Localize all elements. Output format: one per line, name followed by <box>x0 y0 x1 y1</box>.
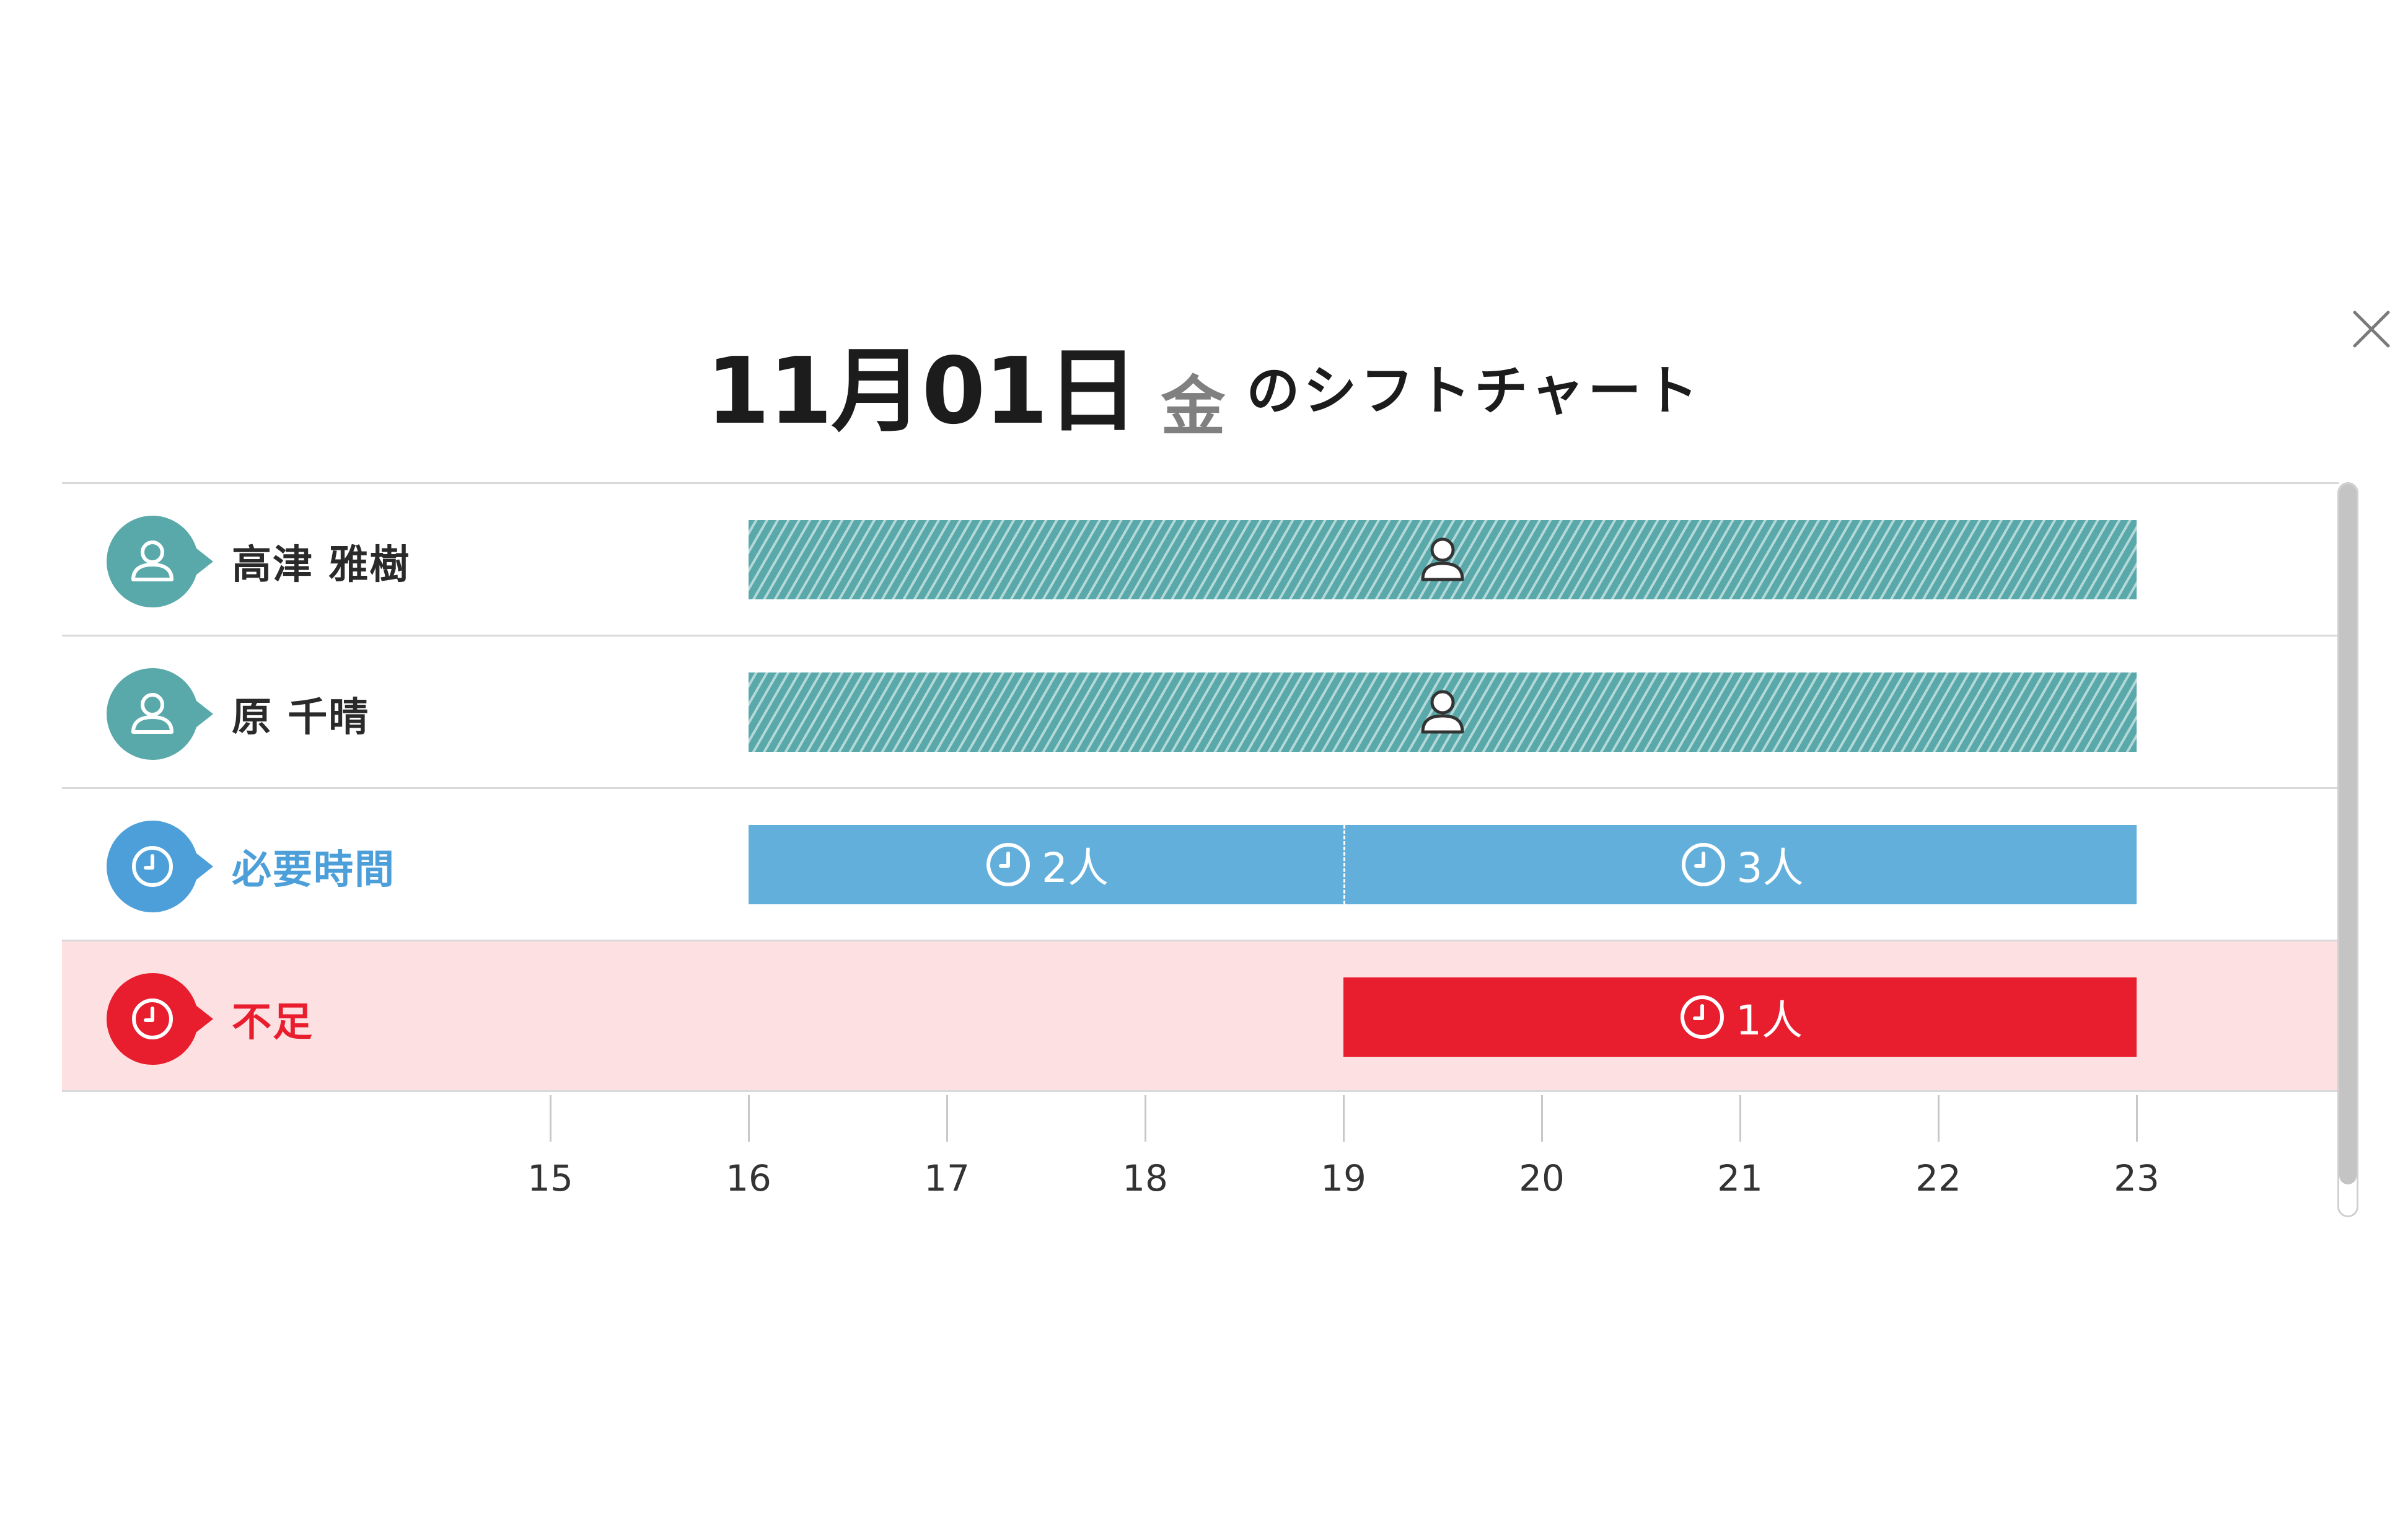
staff-name: 高津 雅樹 <box>232 542 411 588</box>
axis-tick <box>2136 1095 2138 1142</box>
axis-tick <box>1739 1095 1741 1142</box>
avatar <box>107 668 213 760</box>
axis-tick-label: 18 <box>1122 1157 1168 1199</box>
clock-icon <box>1681 995 1724 1039</box>
shortage-text: 不足 <box>232 1000 314 1046</box>
required-bar[interactable]: 2人 <box>749 825 1343 904</box>
axis-tick-label: 22 <box>1915 1157 1961 1199</box>
close-button[interactable] <box>2346 304 2397 355</box>
staff-row: 原 千晴 <box>62 635 2339 787</box>
required-count-label: 3人 <box>1736 844 1804 892</box>
required-count-label: 2人 <box>1042 844 1109 892</box>
shortage-label: 不足 <box>107 972 314 1065</box>
shortage-count: 1人 <box>1677 987 1803 1047</box>
axis-tick <box>1938 1095 1940 1142</box>
dialog-title: 11月01日 金 のシフトチャート <box>0 316 2408 444</box>
vertical-scrollbar[interactable] <box>2337 482 2358 1217</box>
clock-icon <box>986 843 1030 886</box>
shift-chart: 高津 雅樹 原 千晴 <box>62 482 2339 1199</box>
required-bar[interactable]: 3人 <box>1343 825 2137 904</box>
shift-bar[interactable] <box>749 520 2137 599</box>
axis-tick <box>946 1095 948 1142</box>
shift-bar[interactable] <box>749 672 2137 752</box>
avatar <box>107 821 213 912</box>
shortage-row: 不足 1人 <box>62 940 2339 1092</box>
required-time-label: 必要時間 <box>107 820 395 913</box>
avatar <box>107 973 213 1065</box>
axis-tick-label: 21 <box>1717 1157 1763 1199</box>
clock-icon <box>132 846 173 887</box>
scrollbar-thumb[interactable] <box>2339 484 2357 1184</box>
clock-icon <box>1681 843 1725 886</box>
title-weekday: 金 <box>1161 369 1226 444</box>
shortage-bar[interactable]: 1人 <box>1343 977 2137 1057</box>
axis-tick-label: 17 <box>924 1157 970 1199</box>
avatar <box>107 516 213 607</box>
close-icon <box>2353 311 2390 348</box>
axis-tick-label: 16 <box>726 1157 771 1199</box>
time-axis: 15 16 17 18 19 20 21 22 23 <box>62 1095 2339 1219</box>
title-suffix: のシフトチャート <box>1246 360 1702 422</box>
person-icon <box>1421 537 1464 581</box>
person-icon <box>131 540 174 581</box>
required-time-row: 必要時間 2人 3人 <box>62 787 2339 940</box>
person-icon <box>1421 690 1464 734</box>
required-count: 3人 <box>1679 835 1804 894</box>
person-icon <box>131 693 174 734</box>
axis-tick-label: 15 <box>527 1157 573 1199</box>
axis-tick <box>748 1095 750 1142</box>
axis-tick <box>1541 1095 1543 1142</box>
staff-name: 原 千晴 <box>232 695 370 741</box>
axis-tick <box>1343 1095 1345 1142</box>
axis-tick-label: 20 <box>1519 1157 1565 1199</box>
axis-tick-label: 23 <box>2114 1157 2160 1199</box>
axis-tick-label: 19 <box>1320 1157 1366 1199</box>
axis-tick <box>550 1095 551 1142</box>
shortage-count-label: 1人 <box>1736 997 1803 1044</box>
axis-tick <box>1145 1095 1146 1142</box>
title-date: 11月01日 <box>706 338 1138 444</box>
required-time-text: 必要時間 <box>232 847 395 893</box>
staff-row: 高津 雅樹 <box>62 482 2339 635</box>
staff-label: 原 千晴 <box>107 668 369 760</box>
clock-icon <box>132 998 173 1039</box>
required-count: 2人 <box>983 835 1109 894</box>
staff-label: 高津 雅樹 <box>107 515 410 608</box>
